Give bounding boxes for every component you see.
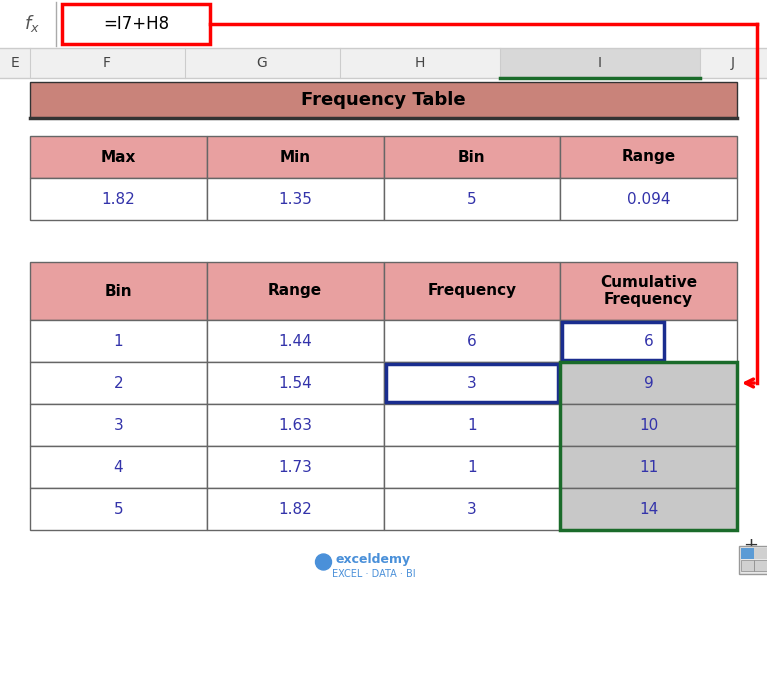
Bar xyxy=(207,488,384,530)
Text: 14: 14 xyxy=(639,502,658,517)
Bar xyxy=(0,0,767,48)
Text: Range: Range xyxy=(621,150,676,164)
Text: =I7+H8: =I7+H8 xyxy=(103,15,169,33)
Text: 1.82: 1.82 xyxy=(278,502,312,517)
Bar xyxy=(384,362,560,404)
Bar xyxy=(207,178,384,220)
Bar xyxy=(560,488,737,530)
Bar xyxy=(30,82,737,118)
Text: $f_x$: $f_x$ xyxy=(24,14,40,34)
Text: E: E xyxy=(11,56,19,70)
Text: Frequency Table: Frequency Table xyxy=(301,91,466,109)
Text: 1: 1 xyxy=(467,460,476,475)
Bar xyxy=(560,404,737,446)
Bar xyxy=(384,404,560,446)
Bar xyxy=(0,48,767,78)
Bar xyxy=(741,548,754,559)
Text: H: H xyxy=(415,56,425,70)
Bar xyxy=(30,262,207,320)
Bar xyxy=(30,320,207,362)
Text: 4: 4 xyxy=(114,460,123,475)
Bar xyxy=(560,446,737,488)
Text: exceldemy: exceldemy xyxy=(336,554,411,567)
Text: J: J xyxy=(731,56,735,70)
Bar xyxy=(207,136,384,178)
Text: G: G xyxy=(257,56,268,70)
Text: 11: 11 xyxy=(639,460,658,475)
Text: I: I xyxy=(598,56,602,70)
Bar xyxy=(30,178,207,220)
Text: EXCEL · DATA · BI: EXCEL · DATA · BI xyxy=(331,569,415,579)
Bar xyxy=(207,320,384,362)
Text: 1.44: 1.44 xyxy=(278,333,312,348)
Bar xyxy=(739,546,767,574)
Bar xyxy=(560,320,737,362)
Text: Frequency: Frequency xyxy=(427,284,516,298)
Text: Max: Max xyxy=(100,150,136,164)
Text: Cumulative
Frequency: Cumulative Frequency xyxy=(600,275,697,307)
Text: Bin: Bin xyxy=(458,150,486,164)
Bar xyxy=(30,362,207,404)
Bar xyxy=(30,488,207,530)
Bar xyxy=(384,320,560,362)
Bar xyxy=(754,548,767,559)
Text: 1.63: 1.63 xyxy=(278,418,312,433)
Circle shape xyxy=(315,554,331,570)
Text: +: + xyxy=(743,536,758,554)
Bar xyxy=(560,362,737,530)
Text: 3: 3 xyxy=(467,376,477,390)
Bar xyxy=(30,404,207,446)
Text: 5: 5 xyxy=(114,502,123,517)
Bar xyxy=(30,446,207,488)
Bar xyxy=(207,262,384,320)
Text: 3: 3 xyxy=(467,502,477,517)
Bar xyxy=(30,136,207,178)
Bar xyxy=(560,262,737,320)
Bar xyxy=(560,136,737,178)
Text: 1.73: 1.73 xyxy=(278,460,312,475)
Text: 6: 6 xyxy=(467,333,477,348)
Text: 1: 1 xyxy=(114,333,123,348)
Bar xyxy=(207,404,384,446)
Text: 5: 5 xyxy=(467,192,476,207)
Bar xyxy=(741,560,754,571)
Text: 1.82: 1.82 xyxy=(101,192,135,207)
Text: 2: 2 xyxy=(114,376,123,390)
Text: Min: Min xyxy=(279,150,311,164)
Text: 9: 9 xyxy=(644,376,653,390)
Text: F: F xyxy=(103,56,111,70)
Bar xyxy=(62,4,210,44)
Text: 1.54: 1.54 xyxy=(278,376,312,390)
Bar xyxy=(384,136,560,178)
Bar xyxy=(207,362,384,404)
Bar xyxy=(500,48,700,78)
Bar xyxy=(384,178,560,220)
Text: 0.094: 0.094 xyxy=(627,192,670,207)
Bar xyxy=(384,488,560,530)
Text: 3: 3 xyxy=(114,418,123,433)
Text: 1.35: 1.35 xyxy=(278,192,312,207)
Bar xyxy=(560,178,737,220)
Bar xyxy=(754,560,767,571)
Bar xyxy=(384,262,560,320)
Text: 6: 6 xyxy=(644,333,653,348)
Bar xyxy=(384,446,560,488)
Text: Bin: Bin xyxy=(104,284,132,298)
Text: Range: Range xyxy=(268,284,322,298)
Bar xyxy=(560,362,737,404)
Text: 1: 1 xyxy=(467,418,476,433)
Text: 10: 10 xyxy=(639,418,658,433)
Bar xyxy=(207,446,384,488)
